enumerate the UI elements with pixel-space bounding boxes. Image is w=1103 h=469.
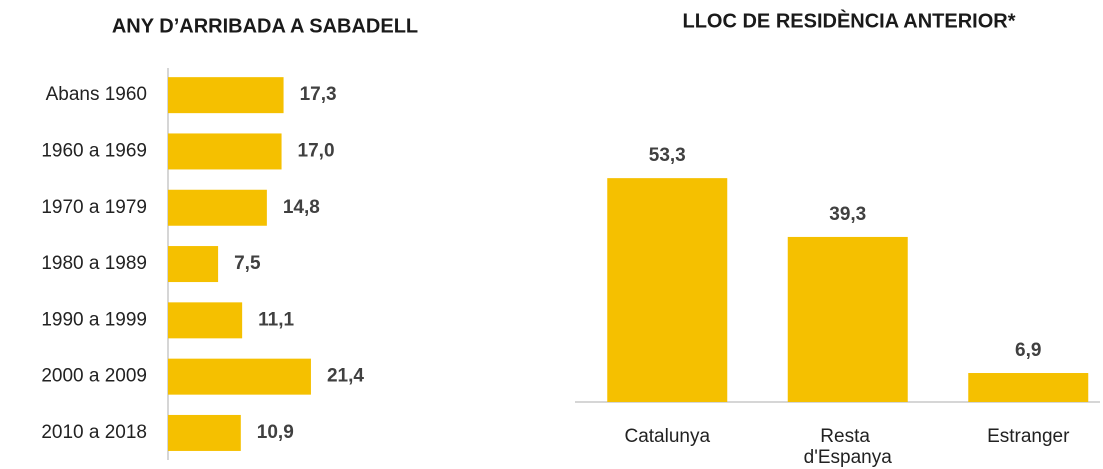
value-label: 11,1	[258, 309, 294, 330]
category-label: Resta d'Espanya	[804, 426, 893, 468]
bar	[968, 373, 1089, 402]
category-label: 1960 a 1969	[41, 140, 147, 161]
value-label: 17,0	[298, 140, 335, 161]
value-label: 39,3	[829, 204, 866, 225]
value-label: 10,9	[257, 422, 294, 443]
bar	[787, 236, 908, 402]
bar	[168, 133, 282, 170]
bar	[607, 178, 728, 402]
bar	[168, 358, 311, 395]
chart-title: LLOC DE RESIDÈNCIA ANTERIOR*	[683, 9, 1016, 32]
value-label: 17,3	[300, 84, 337, 105]
category-label: Estranger	[987, 426, 1070, 447]
value-label: 14,8	[283, 197, 320, 218]
value-label: 6,9	[1015, 340, 1041, 361]
category-label: Catalunya	[624, 426, 710, 447]
category-label: 1970 a 1979	[41, 197, 147, 218]
value-label: 7,5	[234, 253, 261, 274]
bar	[168, 246, 219, 283]
category-label: 2000 a 2009	[41, 366, 147, 387]
bar	[168, 77, 284, 114]
category-label: Abans 1960	[46, 84, 147, 105]
category-label: 1990 a 1999	[41, 309, 147, 330]
value-label: 21,4	[327, 366, 364, 387]
bar	[168, 189, 267, 226]
category-label: 1980 a 1989	[41, 253, 147, 274]
bar	[168, 414, 241, 451]
category-label: 2010 a 2018	[41, 422, 147, 443]
value-label: 53,3	[649, 145, 686, 166]
bar	[168, 302, 243, 339]
chart-title: ANY D’ARRIBADA A SABADELL	[112, 15, 418, 37]
